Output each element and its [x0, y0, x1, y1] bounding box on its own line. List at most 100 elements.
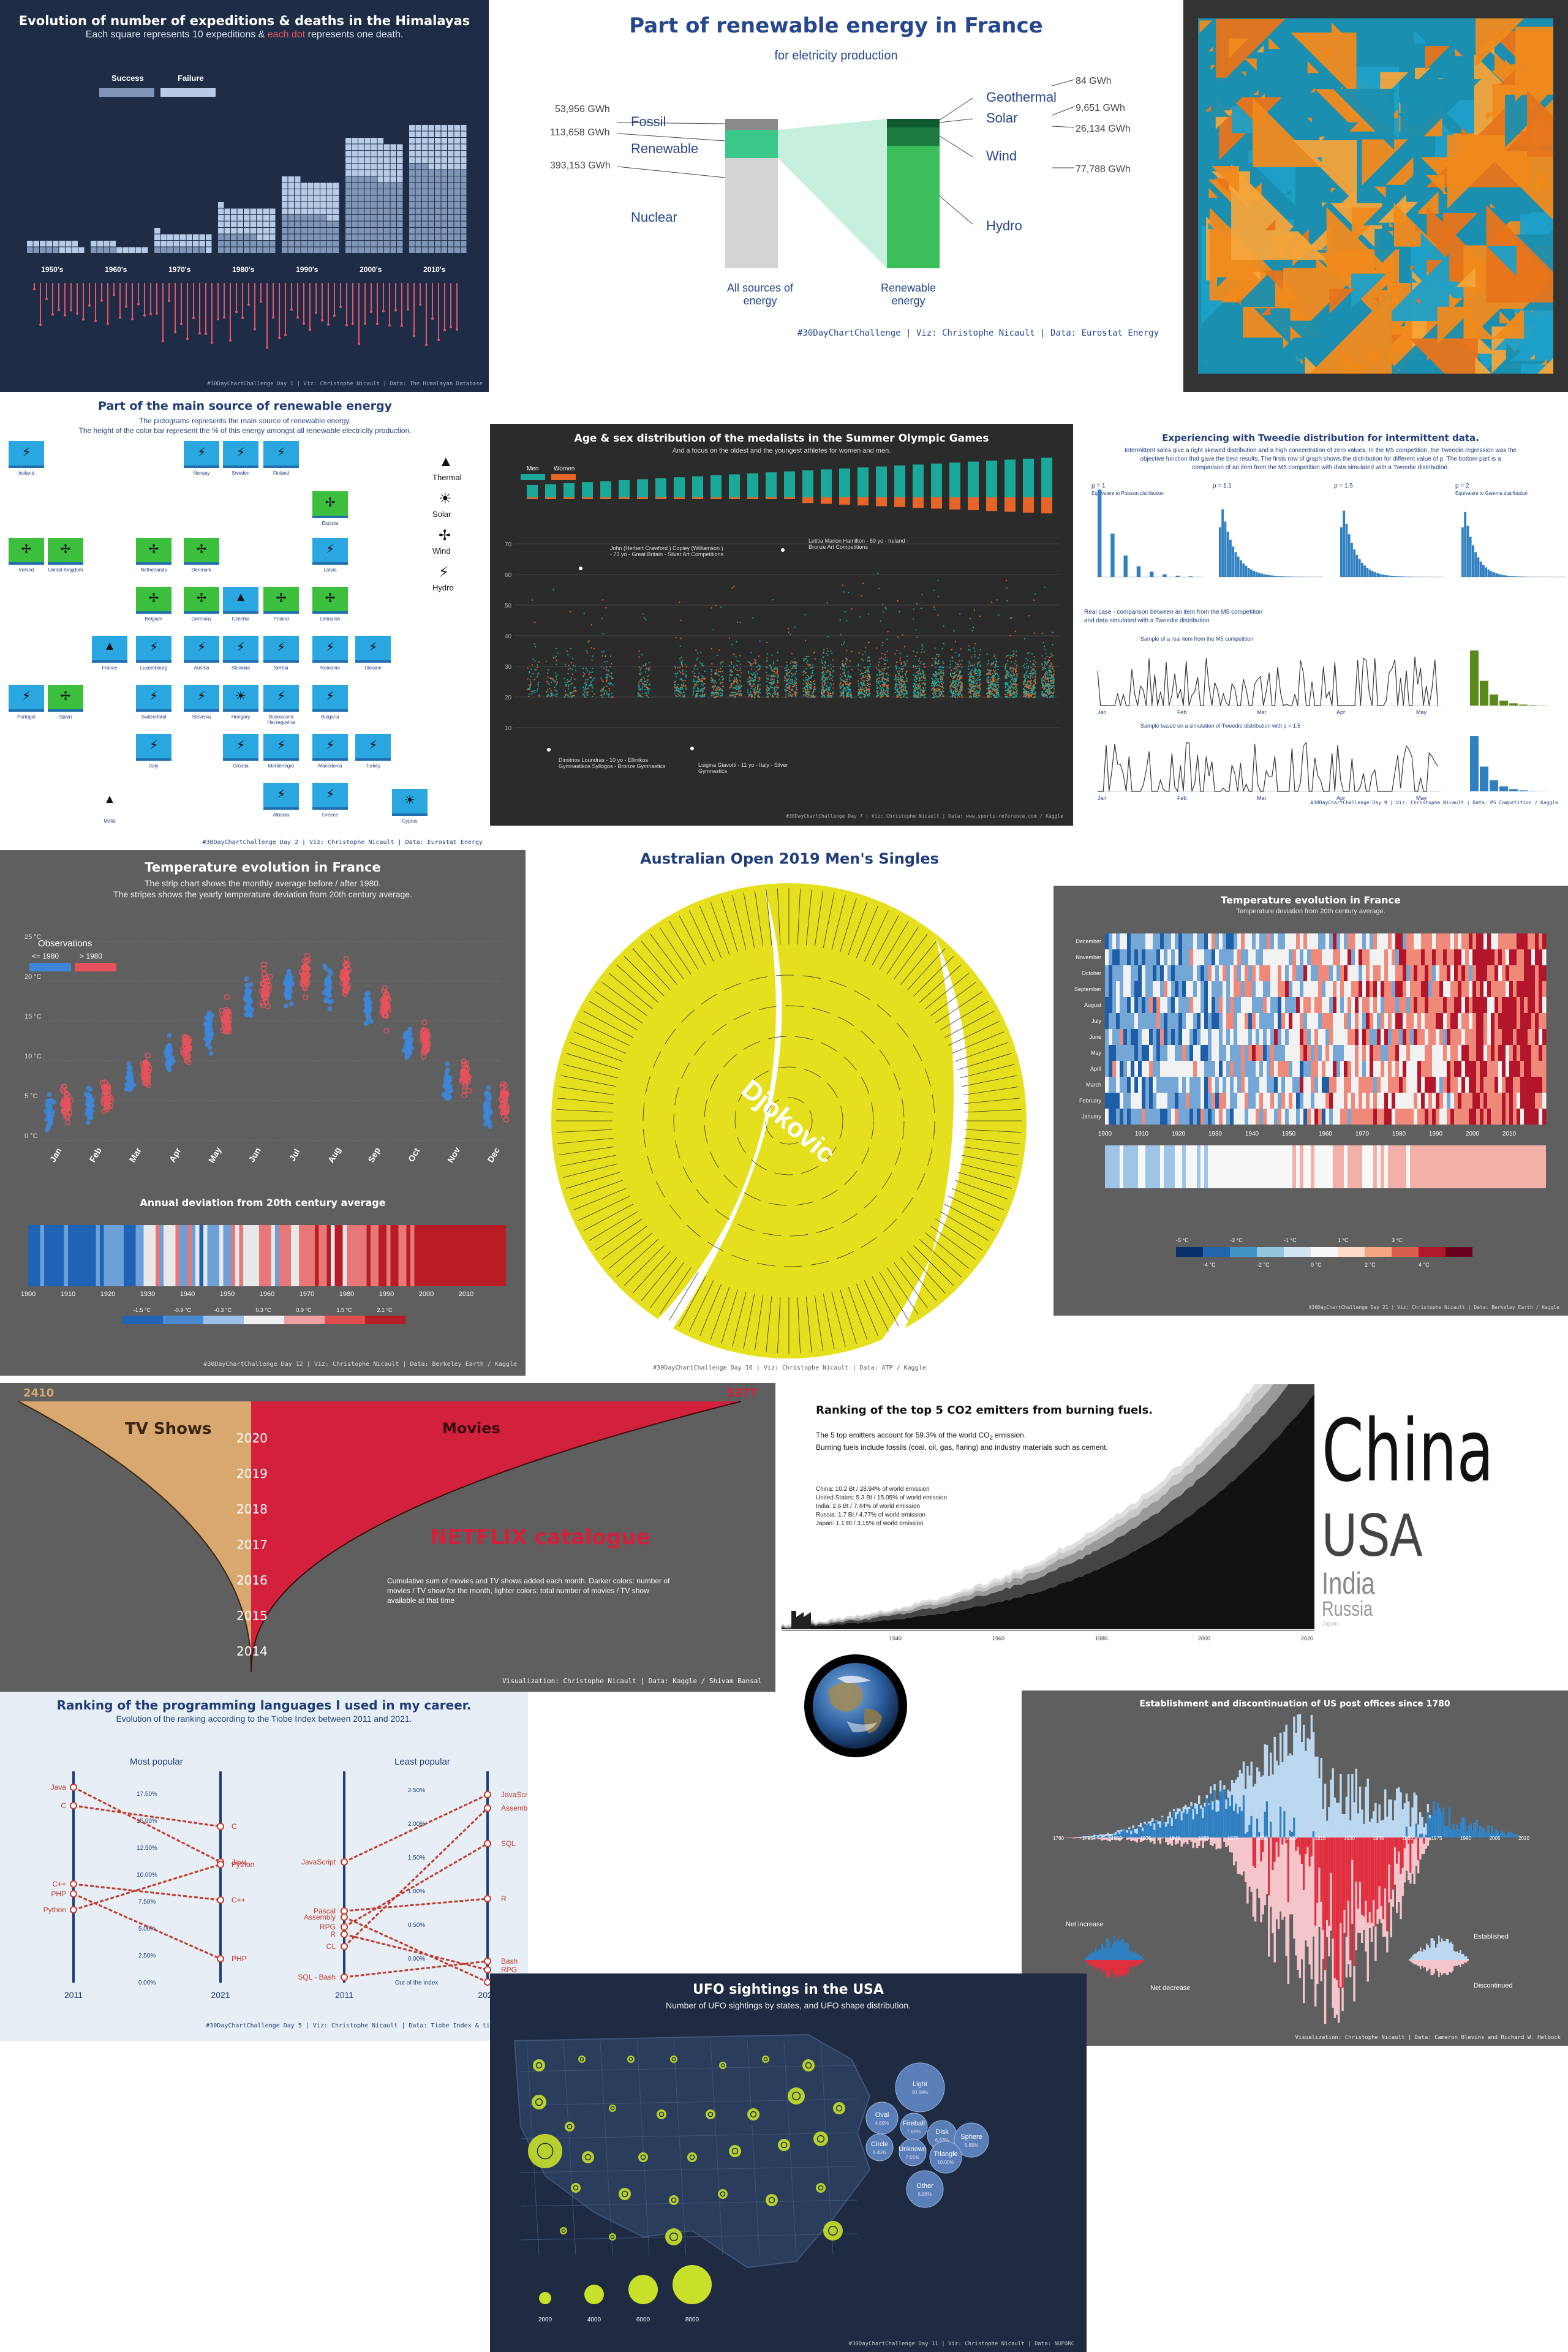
expedition-square [428, 164, 434, 170]
athlete-dot [556, 684, 557, 686]
expedition-square [307, 215, 314, 221]
athlete-dot [876, 693, 878, 695]
expedition-square [40, 247, 46, 253]
athlete-dot [731, 692, 733, 693]
expedition-square [461, 131, 467, 137]
athlete-dot [937, 687, 938, 689]
expedition-square [307, 241, 314, 247]
athlete-dot [935, 667, 937, 669]
athlete-dot [900, 676, 902, 677]
athlete-dot [943, 695, 944, 697]
athlete-dot [950, 675, 952, 677]
athlete-dot [916, 652, 918, 654]
athlete-dot [739, 686, 741, 688]
athlete-dot [823, 684, 825, 685]
athlete-dot [785, 694, 787, 696]
athlete-dot [974, 670, 976, 672]
death-dot [137, 303, 140, 306]
athlete-dot [934, 663, 936, 665]
athlete-dot [973, 694, 975, 696]
athlete-dot [987, 668, 989, 670]
athlete-dot [987, 670, 989, 672]
athlete-dot [839, 686, 841, 688]
country-label: Croatia [233, 763, 249, 769]
death-dot [100, 299, 103, 302]
country-tile: ⚡ [9, 441, 44, 468]
expedition-square [371, 157, 377, 163]
athlete-dot [859, 674, 861, 676]
athlete-dot [701, 663, 703, 665]
athlete-dot [608, 694, 610, 696]
athlete-dot [530, 684, 532, 685]
renew-sankey [617, 79, 1075, 268]
country-label: Romania [320, 665, 340, 671]
athlete-dot [1032, 663, 1034, 665]
athlete-dot [1005, 668, 1006, 669]
country-tile: ⚡ [312, 734, 348, 761]
country-tile: ⚡ [312, 685, 348, 712]
athlete-dot [896, 695, 898, 696]
expedition-square [390, 247, 396, 253]
athlete-dot [1006, 672, 1008, 674]
athlete-dot [1007, 660, 1009, 662]
expedition-square [454, 170, 460, 176]
athlete-dot [960, 648, 962, 650]
athlete-dot [899, 667, 900, 669]
athlete-dot [695, 665, 696, 666]
athlete-dot [775, 686, 777, 688]
athlete-dot [758, 691, 760, 693]
athlete-dot [995, 685, 997, 687]
athlete-dot [711, 663, 713, 665]
expedition-square [397, 189, 403, 195]
expedition-square [282, 202, 288, 208]
athlete-dot [1050, 671, 1052, 673]
athlete-dot [772, 694, 774, 696]
athlete-dot [718, 689, 720, 691]
athlete-dot [790, 633, 791, 635]
athlete-dot [905, 663, 907, 665]
athlete-dot [1050, 674, 1052, 676]
athlete-dot [1033, 680, 1035, 682]
athlete-dot [916, 668, 918, 669]
athlete-dot [795, 681, 797, 683]
athlete-dot [1043, 693, 1045, 695]
triangle [1210, 97, 1231, 117]
athlete-dot [804, 692, 806, 693]
athlete-dot [1034, 696, 1036, 698]
athlete-dot [588, 640, 590, 642]
athlete-dot [611, 692, 612, 694]
athlete-dot [813, 682, 815, 684]
expedition-square [142, 247, 148, 253]
expedition-square [345, 221, 352, 227]
athlete-dot [979, 676, 981, 677]
athlete-dot [551, 682, 552, 684]
athlete-dot [674, 690, 676, 692]
athlete-dot [1051, 685, 1053, 687]
athlete-dot [646, 686, 647, 688]
athlete-dot [918, 658, 920, 660]
athlete-dot [547, 695, 549, 697]
athlete-dot [649, 688, 650, 690]
athlete-dot [917, 692, 919, 694]
hydro-icon: ⚡ [276, 641, 286, 654]
death-dot [113, 293, 115, 296]
athlete-dot [822, 673, 824, 674]
athlete-dot [1011, 670, 1012, 672]
athlete-dot [1032, 672, 1034, 674]
athlete-dot [1042, 680, 1044, 682]
expedition-square [282, 221, 288, 227]
triangle [1374, 186, 1386, 198]
athlete-dot [674, 680, 676, 682]
athlete-dot [812, 695, 814, 696]
expedition-square [384, 202, 390, 208]
athlete-dot [877, 686, 879, 688]
athlete-dot [958, 679, 960, 681]
athlete-dot [682, 683, 684, 685]
country-tile: ⚡ [223, 441, 258, 468]
death-dot [125, 305, 127, 308]
athlete-dot [1052, 695, 1054, 697]
athlete-dot [953, 695, 955, 697]
athlete-dot [896, 691, 898, 693]
athlete-dot [846, 693, 848, 695]
women-count-bar [858, 497, 869, 506]
